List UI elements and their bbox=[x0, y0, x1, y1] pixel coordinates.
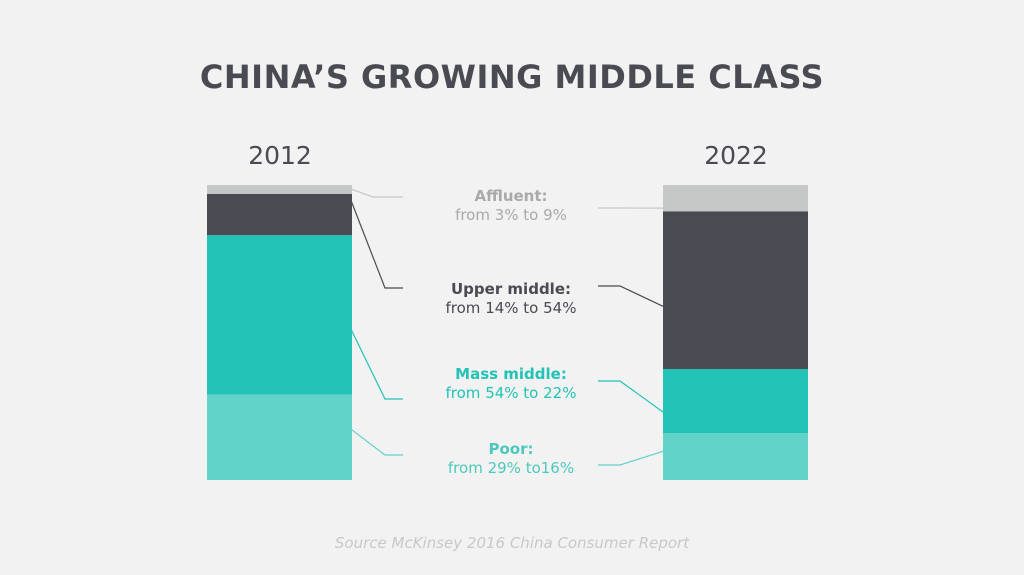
leader-line-2012-upper-middle bbox=[349, 197, 403, 289]
legend-affluent-range: from 3% to 9% bbox=[455, 206, 567, 224]
bar-2012-mass-middle bbox=[207, 235, 352, 395]
leader-line-2012-mass-middle bbox=[349, 326, 403, 400]
legend-affluent-name: Affluent: bbox=[474, 187, 548, 205]
leader-line-2012-affluent bbox=[351, 188, 403, 198]
year-label-2022: 2022 bbox=[704, 141, 768, 170]
bar-2022-affluent bbox=[663, 185, 808, 212]
legend-poor: Poor: from 29% to16% bbox=[391, 440, 631, 478]
bar-2022-poor bbox=[663, 433, 808, 480]
legend-upper-middle-range: from 14% to 54% bbox=[445, 299, 577, 317]
legend-mass-middle-range: from 54% to 22% bbox=[445, 384, 577, 402]
bar-2022-mass-middle bbox=[663, 369, 808, 434]
legend-poor-name: Poor: bbox=[488, 440, 534, 458]
legend-affluent: Affluent: from 3% to 9% bbox=[391, 187, 631, 225]
bar-2012-affluent bbox=[207, 185, 352, 194]
leader-line-2012-poor bbox=[349, 427, 403, 456]
legend-upper-middle: Upper middle: from 14% to 54% bbox=[391, 280, 631, 318]
source-note: Source McKinsey 2016 China Consumer Repo… bbox=[334, 534, 690, 552]
leader-line-2022-upper-middle bbox=[598, 285, 664, 307]
legend-poor-range: from 29% to16% bbox=[447, 459, 575, 477]
bar-2012-poor bbox=[207, 394, 352, 480]
legend-mass-middle-name: Mass middle: bbox=[455, 365, 567, 383]
bar-2012-upper-middle bbox=[207, 193, 352, 236]
bar-2022-upper-middle bbox=[663, 211, 808, 370]
legend-mass-middle: Mass middle: from 54% to 22% bbox=[391, 365, 631, 403]
year-label-2012: 2012 bbox=[248, 141, 312, 170]
leader-line-2022-mass-middle bbox=[598, 380, 664, 413]
legend-upper-middle-name: Upper middle: bbox=[450, 280, 571, 298]
leader-line-2022-poor bbox=[598, 450, 664, 466]
chart-title: CHINA’S GROWING MIDDLE CLASS bbox=[199, 58, 825, 96]
